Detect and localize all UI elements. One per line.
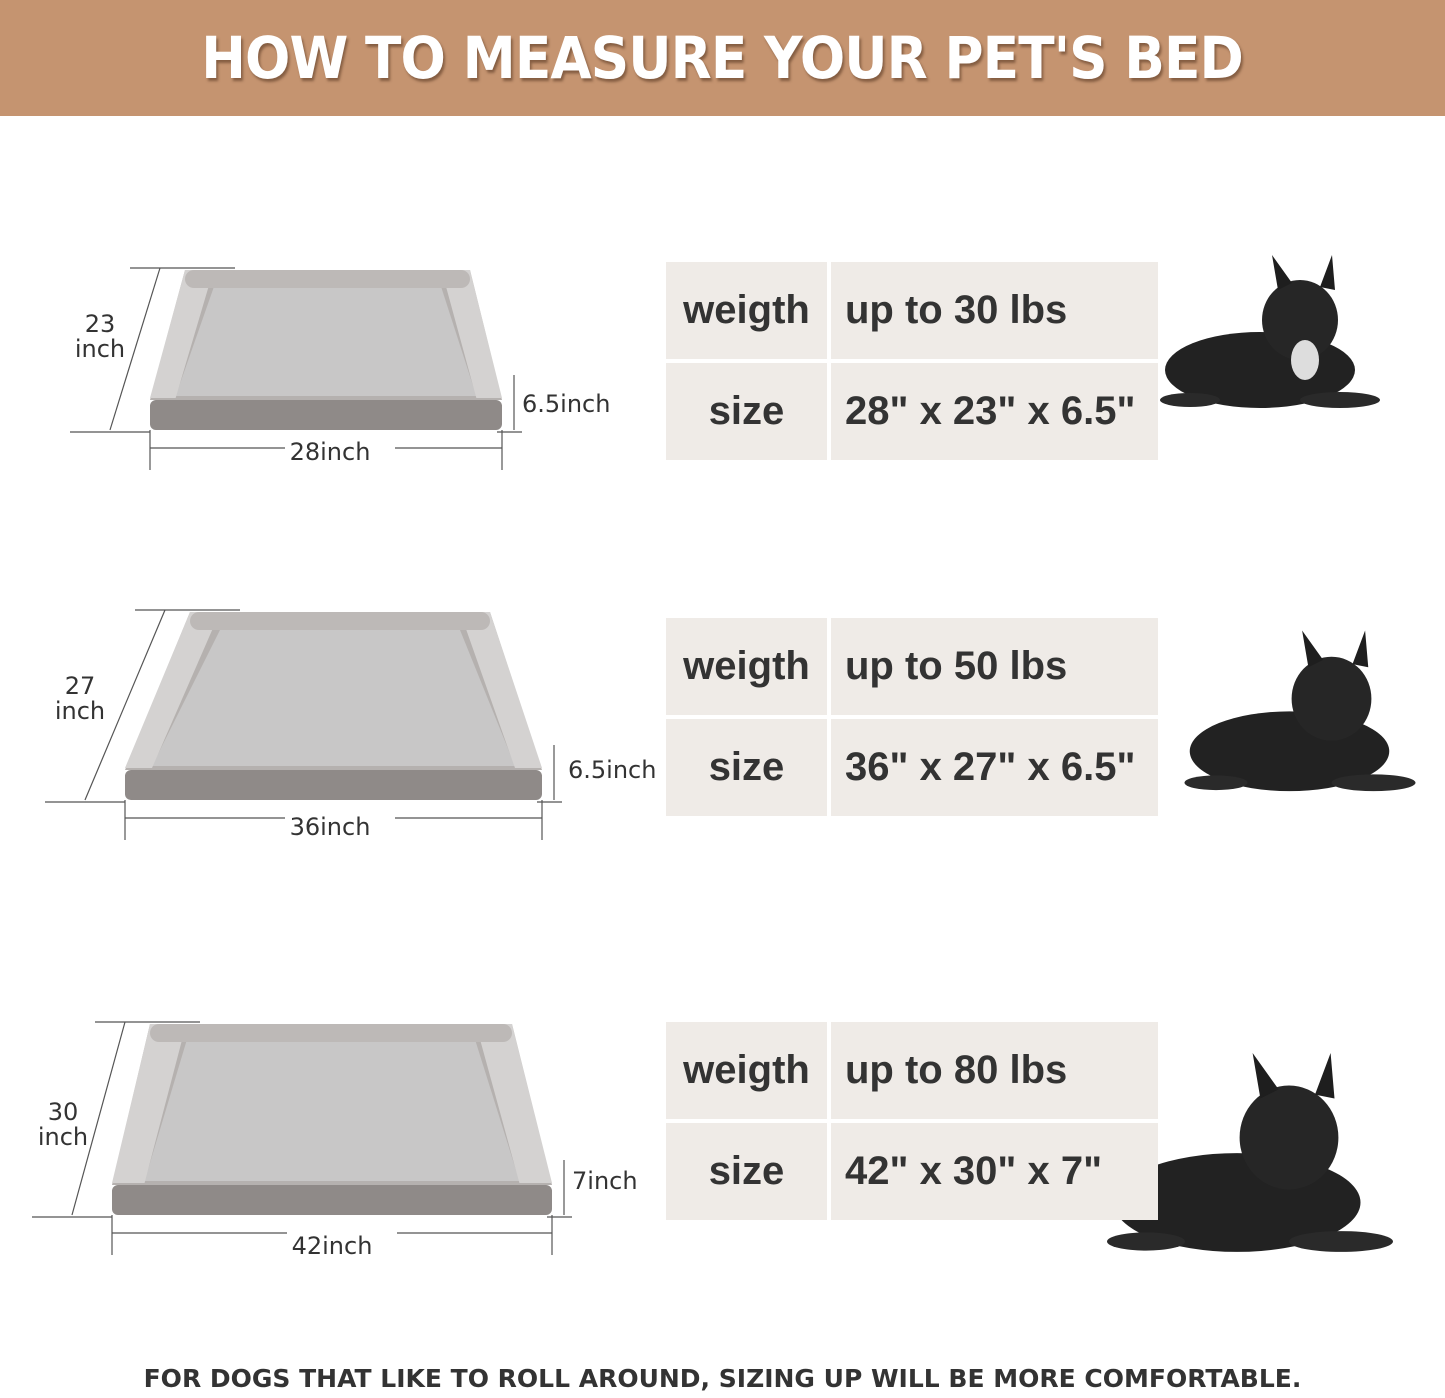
spec-table-large: weigth up to 80 lbs size 42" x 30" x 7" [666, 1022, 1158, 1224]
size-value: 42" x 30" x 7" [831, 1123, 1158, 1220]
bed-base [150, 400, 502, 430]
height-label: 6.5inch [568, 756, 656, 784]
depth-line [71, 1021, 126, 1216]
bed-cushion [144, 1042, 520, 1181]
bed-bolster-left [125, 612, 220, 768]
depth-unit-label: inch [38, 1123, 88, 1151]
weight-value: up to 30 lbs [831, 262, 1158, 359]
height-label: 6.5inch [522, 390, 610, 418]
length-label: 36inch [290, 813, 371, 841]
dog-photo [1160, 255, 1380, 408]
footer-note: FOR DOGS THAT LIKE TO ROLL AROUND, SIZIN… [143, 1364, 1302, 1393]
depth-label: 30 [48, 1098, 79, 1126]
bed-bolster-left [150, 270, 214, 398]
size-value: 28" x 23" x 6.5" [831, 363, 1158, 460]
height-label: 7inch [572, 1167, 638, 1195]
weight-value: up to 50 lbs [831, 618, 1158, 715]
page-title: HOW TO MEASURE YOUR PET'S BED [201, 24, 1245, 92]
size-label: size [666, 363, 827, 460]
dog-photo [1184, 630, 1416, 792]
bed-bolster-right [460, 612, 542, 768]
depth-line [84, 609, 166, 801]
size-label: size [666, 719, 827, 816]
bed-bolster-back [185, 270, 470, 288]
spec-table-medium: weigth up to 50 lbs size 36" x 27" x 6.5" [666, 618, 1158, 820]
bed-bolster-back [190, 612, 490, 630]
bed-base [112, 1185, 552, 1215]
spec-table-small: weigth up to 30 lbs size 28" x 23" x 6.5" [666, 262, 1158, 464]
depth-line [109, 267, 161, 431]
bed-cushion [175, 288, 477, 396]
bed-base [125, 770, 542, 800]
depth-unit-label: inch [75, 335, 125, 363]
size-label: size [666, 1123, 827, 1220]
bed-bolster-right [441, 270, 502, 398]
length-label: 28inch [290, 438, 371, 466]
weight-label: weigth [666, 1022, 827, 1119]
bed-bolster-left [112, 1024, 187, 1183]
depth-label: 23 [85, 310, 116, 338]
bed-bolster-right [475, 1024, 552, 1183]
weight-label: weigth [666, 262, 827, 359]
depth-unit-label: inch [55, 697, 105, 725]
size-value: 36" x 27" x 6.5" [831, 719, 1158, 816]
dog-photo [1107, 1053, 1393, 1252]
bed-cushion [152, 630, 515, 766]
weight-value: up to 80 lbs [831, 1022, 1158, 1119]
title-banner: HOW TO MEASURE YOUR PET'S BED [0, 0, 1445, 116]
depth-label: 27 [65, 672, 96, 700]
length-label: 42inch [292, 1232, 373, 1260]
bed-bolster-back [150, 1024, 512, 1042]
weight-label: weigth [666, 618, 827, 715]
